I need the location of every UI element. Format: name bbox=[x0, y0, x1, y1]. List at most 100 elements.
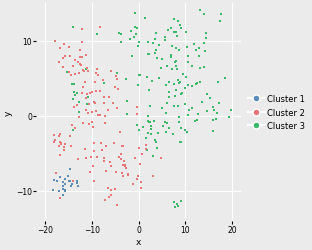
Cluster 3 bbox=[167, 90, 172, 94]
Cluster 3 bbox=[159, 106, 164, 110]
Cluster 3 bbox=[196, 112, 201, 116]
Cluster 2 bbox=[111, 101, 116, 105]
Cluster 2 bbox=[105, 109, 110, 113]
Cluster 1 bbox=[74, 181, 79, 185]
Cluster 2 bbox=[100, 78, 105, 82]
Cluster 3 bbox=[148, 104, 153, 108]
Cluster 2 bbox=[91, 101, 96, 105]
Cluster 3 bbox=[170, 44, 175, 48]
Cluster 2 bbox=[57, 196, 62, 200]
Cluster 3 bbox=[148, 132, 153, 136]
Cluster 2 bbox=[70, 179, 75, 183]
Cluster 3 bbox=[218, 13, 223, 17]
Cluster 3 bbox=[132, 26, 137, 30]
Cluster 3 bbox=[203, 32, 208, 36]
Cluster 3 bbox=[129, 30, 134, 34]
Cluster 3 bbox=[136, 83, 141, 87]
Cluster 3 bbox=[175, 202, 180, 206]
Cluster 2 bbox=[51, 140, 56, 144]
Cluster 2 bbox=[108, 160, 113, 164]
Cluster 1 bbox=[63, 190, 68, 194]
Cluster 2 bbox=[118, 157, 123, 161]
Cluster 3 bbox=[193, 120, 197, 124]
Cluster 3 bbox=[189, 85, 194, 89]
Cluster 2 bbox=[115, 106, 119, 110]
Cluster 3 bbox=[191, 43, 196, 47]
Cluster 3 bbox=[136, 40, 141, 44]
Cluster 2 bbox=[66, 46, 71, 50]
Cluster 3 bbox=[211, 119, 216, 123]
Cluster 2 bbox=[52, 138, 57, 142]
Cluster 3 bbox=[102, 82, 107, 86]
Cluster 2 bbox=[86, 111, 91, 115]
Cluster 3 bbox=[167, 81, 172, 85]
Cluster 2 bbox=[92, 81, 97, 85]
Cluster 3 bbox=[177, 121, 182, 125]
Cluster 2 bbox=[109, 193, 114, 197]
Cluster 3 bbox=[185, 84, 190, 87]
Cluster 2 bbox=[80, 28, 85, 32]
Cluster 3 bbox=[169, 54, 174, 58]
Cluster 2 bbox=[72, 127, 77, 131]
Legend: Cluster 1, Cluster 2, Cluster 3: Cluster 1, Cluster 2, Cluster 3 bbox=[246, 92, 308, 133]
Cluster 2 bbox=[103, 144, 108, 148]
Cluster 3 bbox=[154, 32, 158, 36]
Cluster 3 bbox=[170, 67, 175, 71]
Cluster 3 bbox=[144, 75, 149, 79]
Cluster 3 bbox=[174, 88, 179, 92]
Cluster 3 bbox=[173, 60, 178, 64]
Cluster 3 bbox=[173, 206, 178, 210]
Cluster 2 bbox=[79, 92, 84, 96]
Cluster 3 bbox=[115, 72, 119, 76]
Cluster 2 bbox=[76, 158, 81, 162]
Cluster 3 bbox=[178, 24, 183, 28]
Cluster 2 bbox=[95, 155, 100, 159]
Cluster 3 bbox=[64, 71, 69, 75]
Cluster 1 bbox=[60, 193, 65, 197]
Cluster 3 bbox=[145, 132, 150, 136]
Cluster 3 bbox=[187, 109, 192, 113]
Cluster 2 bbox=[72, 73, 77, 77]
Cluster 3 bbox=[118, 41, 123, 45]
Cluster 2 bbox=[81, 70, 86, 74]
Cluster 3 bbox=[153, 51, 158, 55]
Cluster 3 bbox=[182, 87, 187, 91]
Cluster 2 bbox=[123, 164, 128, 168]
Cluster 2 bbox=[83, 97, 88, 101]
Cluster 2 bbox=[122, 159, 127, 163]
Cluster 3 bbox=[85, 96, 90, 100]
Cluster 2 bbox=[86, 103, 91, 107]
Cluster 2 bbox=[95, 74, 100, 78]
Cluster 2 bbox=[75, 104, 80, 108]
Cluster 2 bbox=[78, 56, 83, 60]
Cluster 3 bbox=[165, 121, 170, 125]
Cluster 3 bbox=[197, 54, 202, 58]
Cluster 2 bbox=[91, 165, 96, 169]
Cluster 3 bbox=[146, 52, 151, 56]
Cluster 1 bbox=[57, 189, 62, 193]
Cluster 3 bbox=[196, 46, 201, 50]
Cluster 2 bbox=[84, 54, 89, 58]
Cluster 3 bbox=[184, 31, 189, 35]
Cluster 2 bbox=[61, 146, 66, 150]
Cluster 2 bbox=[122, 164, 127, 168]
Cluster 3 bbox=[134, 33, 139, 37]
Cluster 3 bbox=[177, 115, 182, 119]
Cluster 1 bbox=[61, 184, 66, 188]
Cluster 1 bbox=[61, 187, 66, 191]
Cluster 2 bbox=[75, 61, 80, 65]
Cluster 2 bbox=[89, 90, 94, 94]
X-axis label: x: x bbox=[136, 237, 142, 246]
Cluster 2 bbox=[143, 143, 148, 147]
Cluster 2 bbox=[61, 57, 66, 61]
Cluster 3 bbox=[163, 112, 168, 116]
Cluster 2 bbox=[119, 145, 124, 149]
Cluster 2 bbox=[121, 163, 126, 167]
Cluster 1 bbox=[62, 188, 67, 192]
Cluster 3 bbox=[169, 26, 174, 30]
Cluster 3 bbox=[147, 120, 152, 124]
Cluster 3 bbox=[173, 60, 178, 64]
Cluster 1 bbox=[66, 179, 71, 183]
Cluster 2 bbox=[116, 156, 121, 160]
Cluster 1 bbox=[69, 184, 74, 188]
